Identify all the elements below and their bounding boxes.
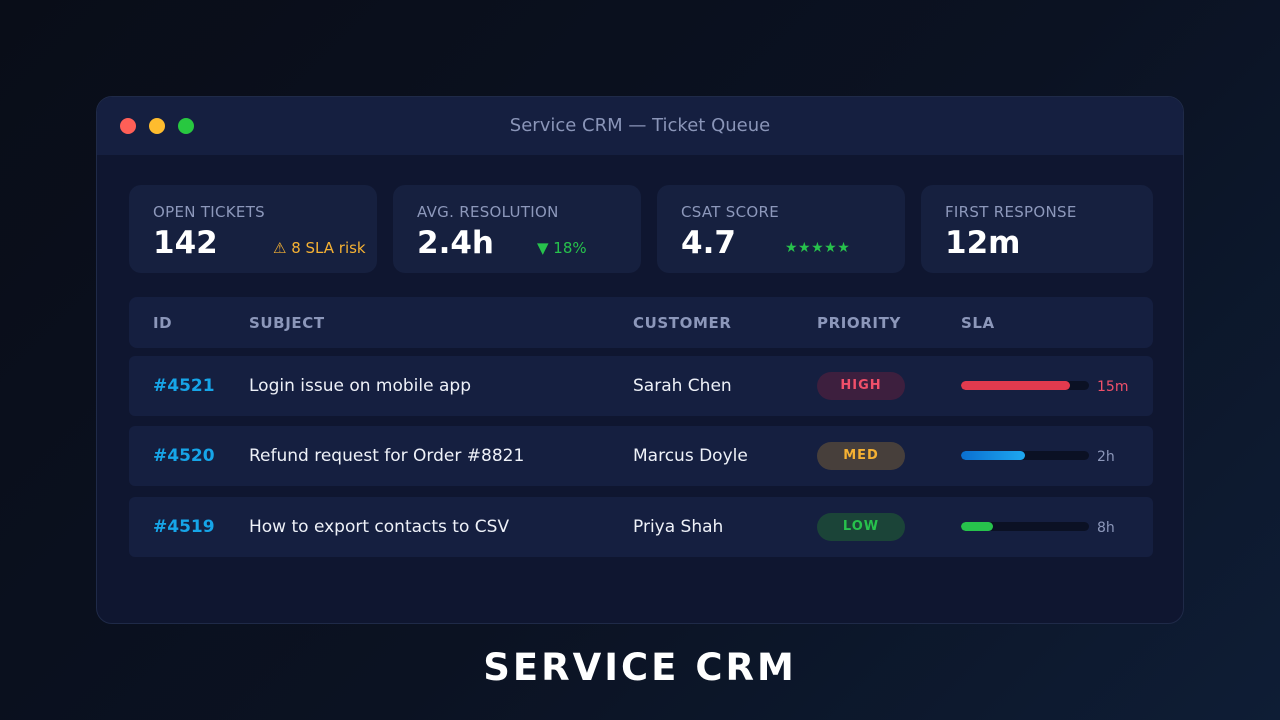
sla-time-remaining: 15m bbox=[1097, 379, 1129, 395]
kpi-card-avg-resolution[interactable]: AVG. RESOLUTION 2.4h ▼ 18% bbox=[393, 185, 641, 273]
table-header: ID SUBJECT CUSTOMER PRIORITY SLA bbox=[129, 297, 1153, 348]
column-header-sla[interactable]: SLA bbox=[961, 314, 995, 332]
ticket-id-link[interactable]: #4519 bbox=[153, 517, 215, 537]
sla-time-remaining: 2h bbox=[1097, 449, 1115, 465]
ticket-id-link[interactable]: #4521 bbox=[153, 376, 215, 396]
sla-progress-bar bbox=[961, 451, 1089, 460]
window-title: Service CRM — Ticket Queue bbox=[509, 115, 771, 136]
kpi-card-first-response[interactable]: FIRST RESPONSE 12m bbox=[921, 185, 1153, 273]
kpi-value: 2.4h bbox=[417, 225, 494, 261]
priority-badge: LOW bbox=[817, 513, 905, 541]
column-header-subject[interactable]: SUBJECT bbox=[249, 314, 325, 332]
sla-progress-fill bbox=[961, 522, 993, 531]
sla-progress-fill bbox=[961, 381, 1070, 390]
sla-progress-bar bbox=[961, 522, 1089, 531]
sla-progress-bar bbox=[961, 381, 1089, 390]
kpi-label: AVG. RESOLUTION bbox=[417, 203, 559, 221]
priority-badge: HIGH bbox=[817, 372, 905, 400]
kpi-label: CSAT SCORE bbox=[681, 203, 780, 221]
kpi-value: 4.7 bbox=[681, 225, 736, 261]
table-row[interactable]: #4519 How to export contacts to CSV Priy… bbox=[129, 497, 1153, 557]
column-header-priority[interactable]: PRIORITY bbox=[817, 314, 901, 332]
page-caption: SERVICE CRM bbox=[483, 646, 797, 689]
star-rating-icon: ★★★★★ bbox=[785, 240, 851, 256]
table-row[interactable]: #4521 Login issue on mobile app Sarah Ch… bbox=[129, 356, 1153, 416]
kpi-value: 142 bbox=[153, 225, 218, 261]
ticket-subject: How to export contacts to CSV bbox=[249, 517, 510, 537]
app-window: Service CRM — Ticket Queue OPEN TICKETS … bbox=[96, 96, 1184, 624]
kpi-label: FIRST RESPONSE bbox=[945, 203, 1077, 221]
table-row[interactable]: #4520 Refund request for Order #8821 Mar… bbox=[129, 426, 1153, 486]
ticket-subject: Refund request for Order #8821 bbox=[249, 446, 525, 466]
column-header-id[interactable]: ID bbox=[153, 314, 173, 332]
sla-risk-warning: ⚠ 8 SLA risk bbox=[273, 239, 366, 257]
sla-progress-fill bbox=[961, 451, 1025, 460]
customer-name: Sarah Chen bbox=[633, 376, 732, 396]
priority-badge: MED bbox=[817, 442, 905, 470]
kpi-card-csat-score[interactable]: CSAT SCORE 4.7 ★★★★★ bbox=[657, 185, 905, 273]
column-header-customer[interactable]: CUSTOMER bbox=[633, 314, 732, 332]
ticket-subject: Login issue on mobile app bbox=[249, 376, 471, 396]
title-bar: Service CRM — Ticket Queue bbox=[97, 97, 1183, 155]
kpi-value: 12m bbox=[945, 225, 1021, 261]
trend-down-indicator: ▼ 18% bbox=[537, 239, 587, 257]
minimize-window-button[interactable] bbox=[149, 118, 165, 134]
kpi-label: OPEN TICKETS bbox=[153, 203, 265, 221]
close-window-button[interactable] bbox=[120, 118, 136, 134]
kpi-card-open-tickets[interactable]: OPEN TICKETS 142 ⚠ 8 SLA risk bbox=[129, 185, 377, 273]
sla-time-remaining: 8h bbox=[1097, 520, 1115, 536]
customer-name: Priya Shah bbox=[633, 517, 724, 537]
customer-name: Marcus Doyle bbox=[633, 446, 748, 466]
maximize-window-button[interactable] bbox=[178, 118, 194, 134]
ticket-id-link[interactable]: #4520 bbox=[153, 446, 215, 466]
